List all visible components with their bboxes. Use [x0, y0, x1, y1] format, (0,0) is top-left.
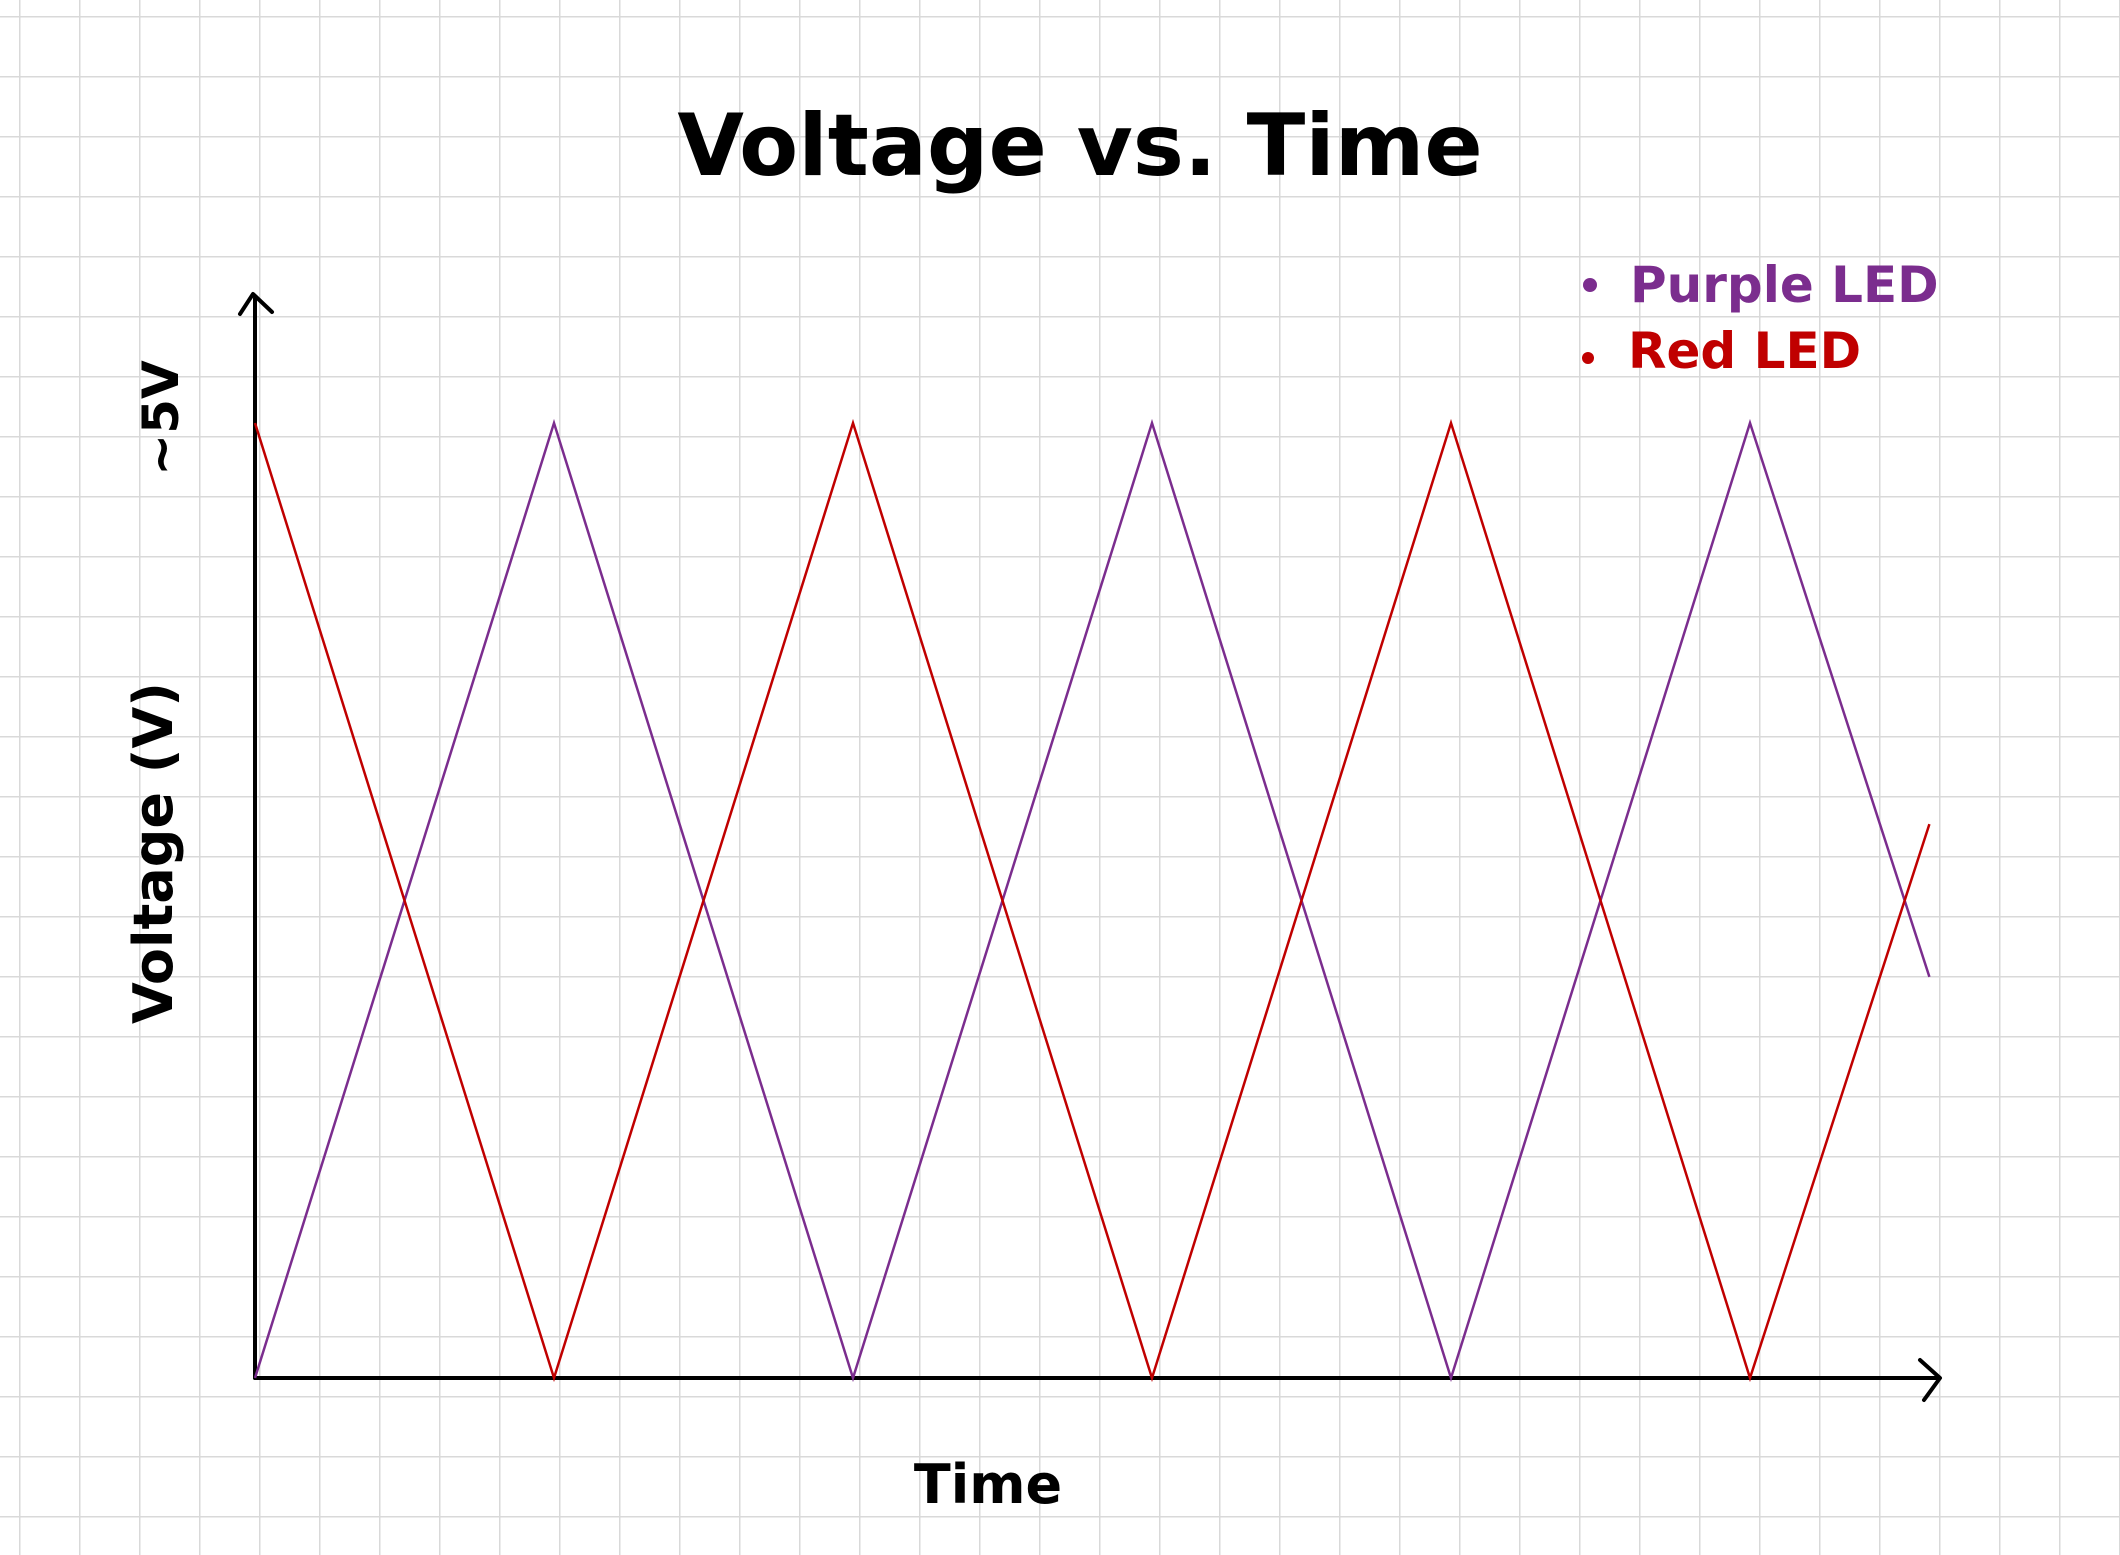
- series-line-red-led: [253, 418, 1931, 1383]
- chart-title: Voltage vs. Time: [677, 96, 1482, 196]
- plot-area: [253, 418, 1931, 1383]
- legend-item-purple: Purple LED: [1583, 256, 1939, 314]
- x-axis-label: Time: [914, 1453, 1062, 1516]
- y-tick-label-max: ~5V: [132, 360, 190, 476]
- legend-label-red: Red LED: [1628, 322, 1861, 380]
- legend-label-purple: Purple LED: [1630, 256, 1939, 314]
- axes: [238, 292, 1942, 1402]
- series-line-purple-led: [253, 418, 1931, 1383]
- y-axis-label: Voltage (V): [122, 682, 185, 1024]
- legend: Purple LED Red LED: [1582, 256, 1939, 380]
- legend-marker-purple: [1583, 278, 1597, 292]
- x-axis-arrow: [1918, 1358, 1942, 1402]
- y-axis-arrow: [238, 292, 274, 316]
- legend-marker-red: [1582, 352, 1594, 364]
- legend-item-red: Red LED: [1582, 322, 1861, 380]
